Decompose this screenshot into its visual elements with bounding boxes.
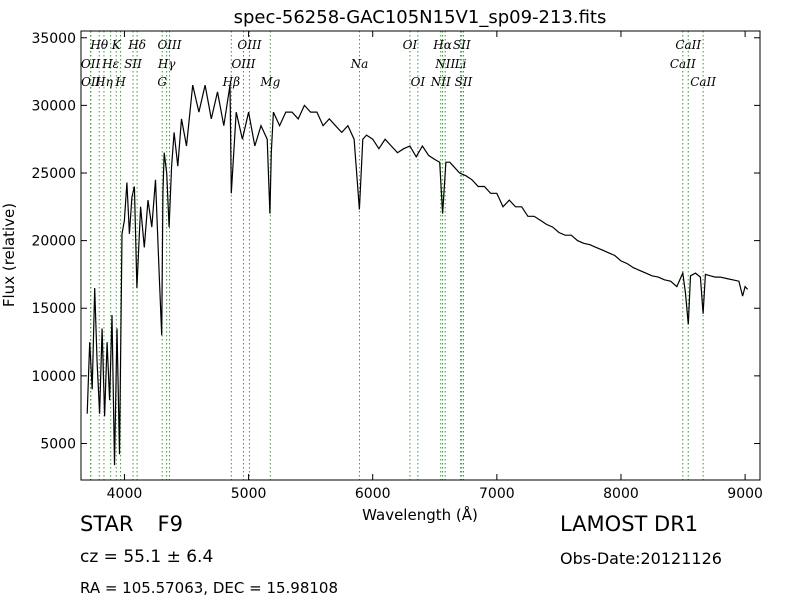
- line-label: OIII: [157, 38, 181, 52]
- x-tick-label: 8000: [603, 486, 639, 502]
- line-label: OIII: [231, 57, 255, 71]
- object-type: STAR: [80, 512, 134, 536]
- y-tick-label: 25000: [31, 166, 76, 182]
- line-label: OI: [403, 38, 418, 52]
- x-tick-label: 5000: [231, 486, 267, 502]
- y-tick-label: 5000: [40, 436, 76, 452]
- ra-dec: RA = 105.57063, DEC = 15.98108: [80, 579, 339, 597]
- line-label: Li: [454, 57, 467, 71]
- object-subclass: F9: [157, 512, 183, 536]
- line-label: OI: [411, 75, 426, 89]
- line-label: Mg: [259, 75, 280, 89]
- y-axis-label: Flux (relative): [0, 203, 18, 307]
- line-label: NII: [430, 75, 451, 89]
- line-label: Na: [350, 57, 369, 71]
- obs-date: Obs-Date:20121126: [560, 549, 722, 568]
- y-tick-label: 10000: [31, 369, 76, 385]
- y-tick-label: 20000: [31, 234, 76, 250]
- line-label: SII: [455, 75, 473, 89]
- x-axis-ticks: 4000 5000 6000 7000 8000 9000: [107, 31, 763, 502]
- line-label: Hδ: [127, 38, 146, 52]
- line-label: NII: [434, 57, 455, 71]
- plot-frame: [80, 30, 761, 481]
- line-label: OIII: [237, 38, 261, 52]
- line-label: K: [111, 38, 122, 52]
- line-label: H: [114, 75, 126, 89]
- line-label: SII: [124, 57, 142, 71]
- spectrum-line: [86, 84, 749, 466]
- x-tick-label: 7000: [479, 486, 515, 502]
- line-label: Hε: [101, 57, 119, 71]
- line-label: Hθ: [89, 38, 108, 52]
- x-tick-label: 6000: [355, 486, 391, 502]
- line-label: OII: [81, 75, 101, 89]
- y-axis-ticks: 5000 10000 15000 20000 25000 30000 35000: [31, 31, 760, 452]
- y-tick-label: 15000: [31, 301, 76, 317]
- y-tick-label: 35000: [31, 31, 76, 47]
- line-label: Hα: [432, 38, 452, 52]
- line-label: Hβ: [222, 75, 240, 89]
- line-label: G: [157, 75, 167, 89]
- spectral-line-markers: [90, 31, 704, 480]
- line-label: CaII: [675, 38, 701, 52]
- chart-title: spec-56258-GAC105N15V1_sp09-213.fits: [234, 7, 607, 28]
- line-label: Hγ: [157, 57, 176, 71]
- redshift-cz: cz = 55.1 ± 6.4: [80, 547, 214, 567]
- x-tick-label: 9000: [727, 486, 763, 502]
- line-label: OII: [81, 57, 101, 71]
- survey-name: LAMOST DR1: [560, 512, 699, 536]
- x-tick-label: 4000: [107, 486, 143, 502]
- line-label: CaII: [670, 57, 696, 71]
- line-label: CaII: [690, 75, 716, 89]
- line-label: SII: [453, 38, 471, 52]
- line-label: Hη: [94, 75, 113, 89]
- x-axis-label: Wavelength (Å): [362, 505, 478, 524]
- y-tick-label: 30000: [31, 98, 76, 114]
- object-class: STAR F9: [80, 512, 183, 536]
